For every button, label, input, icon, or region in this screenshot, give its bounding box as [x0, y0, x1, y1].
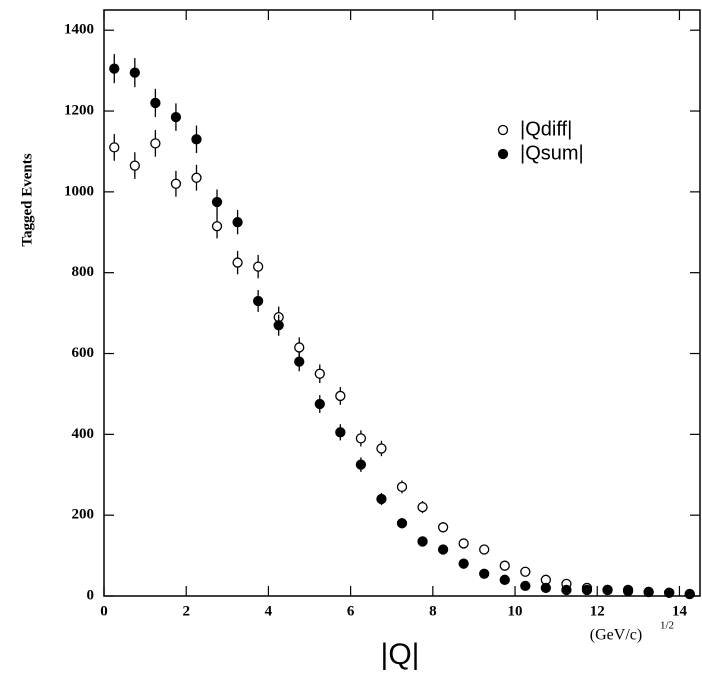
- plot-frame: [103, 9, 701, 597]
- x-tick-label: 10: [508, 603, 523, 619]
- data-point: [355, 433, 367, 444]
- data-point: [150, 138, 161, 149]
- data-point: [396, 481, 408, 493]
- x-tick-label: 4: [265, 603, 273, 619]
- data-point: [499, 574, 510, 585]
- data-point: [520, 580, 531, 592]
- data-point: [499, 560, 510, 571]
- x-axis-label: |Q|: [381, 638, 420, 671]
- x-tick-label: 6: [347, 603, 355, 619]
- data-point: [540, 582, 552, 594]
- data-point: [109, 142, 120, 153]
- data-point: [294, 356, 305, 367]
- y-tick-label: 400: [72, 426, 95, 442]
- x-tick-label: 2: [182, 603, 190, 619]
- data-point: [561, 584, 572, 596]
- data-point: [458, 538, 469, 549]
- data-point: [170, 111, 182, 123]
- data-point: [252, 261, 264, 272]
- y-tick-label: 200: [72, 507, 95, 523]
- y-tick-label: 800: [72, 264, 95, 280]
- data-point: [211, 196, 223, 208]
- data-point: [170, 178, 182, 189]
- legend-label: |Qdiff|: [520, 118, 572, 140]
- data-point: [150, 97, 161, 109]
- data-point: [355, 459, 367, 470]
- data-point: [622, 586, 634, 597]
- data-point: [520, 566, 531, 577]
- data-point: [129, 67, 140, 78]
- y-tick-label: 600: [72, 345, 95, 361]
- x-unit-exponent: 1/2: [660, 620, 674, 632]
- data-point: [335, 390, 346, 402]
- legend-label: |Qsum|: [520, 142, 584, 164]
- y-tick-label: 1000: [64, 183, 94, 199]
- y-tick-label: 1400: [64, 22, 94, 38]
- data-point: [129, 160, 140, 171]
- data-point: [211, 221, 223, 232]
- data-point: [335, 427, 346, 438]
- data-point: [376, 493, 387, 505]
- data-point: [643, 586, 654, 598]
- data-point: [314, 368, 325, 379]
- data-point: [437, 522, 449, 533]
- x-tick-label: 14: [672, 603, 688, 619]
- data-point: [602, 584, 613, 596]
- data-point: [664, 587, 675, 598]
- data-point: [581, 584, 593, 596]
- data-point: [232, 217, 243, 228]
- data-point: [479, 544, 490, 555]
- x-tick-label: 12: [590, 603, 605, 619]
- data-point: [458, 558, 469, 569]
- data-point: [294, 342, 305, 353]
- x-tick-label: 0: [100, 603, 108, 619]
- y-tick-label: 0: [87, 587, 95, 603]
- x-tick-label: 8: [429, 603, 437, 619]
- data-point: [109, 63, 120, 74]
- y-tick-label: 1200: [64, 102, 94, 118]
- data-point: [684, 588, 695, 600]
- data-point: [191, 172, 202, 183]
- legend-marker: [497, 148, 509, 160]
- legend-marker: [497, 124, 509, 136]
- data-point: [314, 398, 325, 410]
- data-point: [252, 295, 264, 307]
- data-point: [376, 443, 387, 454]
- data-point: [417, 536, 428, 547]
- data-point: [396, 518, 408, 529]
- data-point: [437, 544, 449, 555]
- data-point: [479, 568, 490, 579]
- data-point: [232, 257, 243, 268]
- data-point: [273, 320, 284, 331]
- data-point: [417, 501, 428, 513]
- data-point: [191, 134, 202, 145]
- y-axis-label: Tagged Events: [19, 153, 35, 246]
- x-unit: (GeV/c): [590, 627, 642, 644]
